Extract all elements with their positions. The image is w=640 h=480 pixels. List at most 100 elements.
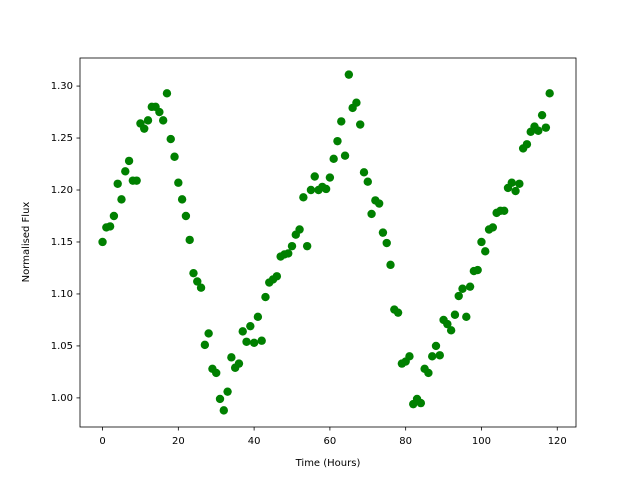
scatter-point [424,368,433,378]
scatter-point [541,123,551,132]
scatter-point [170,152,179,161]
scatter-point [272,272,282,281]
scatter-point [507,178,516,187]
y-tick-label: 1.00 [51,393,73,404]
scatter-point [166,134,175,144]
scatter-point [333,136,342,146]
scatter-point [477,237,486,247]
scatter-point [299,193,308,202]
scatter-point [227,353,236,362]
scatter-point [344,70,354,79]
x-tick-label: 100 [472,436,491,447]
scatter-point [458,284,467,293]
scatter-point [121,167,130,176]
scatter-point [367,209,376,219]
scatter-point [393,308,403,317]
scatter-point [416,398,426,408]
x-tick-label: 20 [172,436,185,447]
scatter-point [132,176,141,185]
scatter-point [428,352,437,361]
scatter-point [105,222,115,231]
scatter-point [431,341,441,351]
scatter-point [253,312,263,322]
scatter-point [200,340,210,350]
scatter-point [174,178,183,187]
scatter-point [196,283,206,292]
scatter-point [488,223,498,232]
scatter-point [257,336,266,345]
scatter-point [356,120,365,129]
scatter-point [443,319,452,329]
scatter-point [189,268,198,278]
scatter-point [499,206,509,215]
scatter-point [249,338,259,348]
scatter-point [287,241,297,251]
scatter-point [340,151,350,160]
scatter-point [284,249,293,258]
scatter-point [113,179,122,188]
scatter-point [329,154,338,164]
scatter-point [215,394,225,404]
scatter-point [363,177,372,186]
scatter-point [325,173,335,182]
scatter-point [98,237,107,247]
scatter-point [261,292,270,302]
scatter-point [359,168,369,177]
scatter-point [545,89,554,98]
scatter-point [143,116,153,125]
y-tick-label: 1.20 [51,185,73,196]
scatter-point [158,116,168,125]
scatter-point [181,211,191,221]
scatter-point [212,368,221,378]
scatter-point [204,329,213,338]
scatter-point [310,172,319,181]
scatter-point [465,282,475,291]
scatter-point [435,351,444,360]
scatter-point [109,211,119,221]
x-tick-label: 80 [399,436,412,447]
scatter-point [382,238,391,248]
scatter-point [337,117,346,126]
scatter-point [246,321,255,331]
scatter-point [378,228,388,237]
y-tick-label: 1.25 [51,133,73,144]
x-tick-label: 40 [248,436,261,447]
y-tick-label: 1.05 [51,341,73,352]
scatter-point [481,247,490,256]
scatter-point [140,124,149,133]
scatter-point [219,406,228,415]
scatter-point [537,110,547,120]
x-tick-label: 60 [324,436,337,447]
scatter-point [302,241,312,251]
scatter-point [450,310,460,319]
scatter-point [162,89,172,98]
scatter-point [223,387,232,396]
axes-frame [79,57,577,428]
scatter-point [374,199,384,208]
scatter-point [155,107,164,117]
scatter-point [454,291,463,301]
scatter-point [386,260,395,270]
x-tick-label: 0 [99,436,105,447]
scatter-point [234,359,244,368]
scatter-point [185,235,194,245]
scatter-point [242,337,251,346]
scatter-point [117,195,126,204]
scatter-point [238,327,247,336]
y-tick-label: 1.30 [51,81,73,92]
scatter-point [124,156,134,166]
scatter-point [405,352,414,361]
x-axis-label: Time (Hours) [295,458,361,469]
scatter-point [295,225,304,234]
scatter-point [446,326,456,335]
y-tick-label: 1.10 [51,289,73,300]
y-axis-label: Normalised Flux [21,202,32,283]
y-tick-label: 1.15 [51,237,73,248]
scatter-point [515,179,524,188]
scatter-point [177,195,187,204]
scatter-point [462,312,471,322]
scatter-point [306,185,316,195]
scatter-point [352,98,361,107]
x-tick-label: 120 [548,436,567,447]
